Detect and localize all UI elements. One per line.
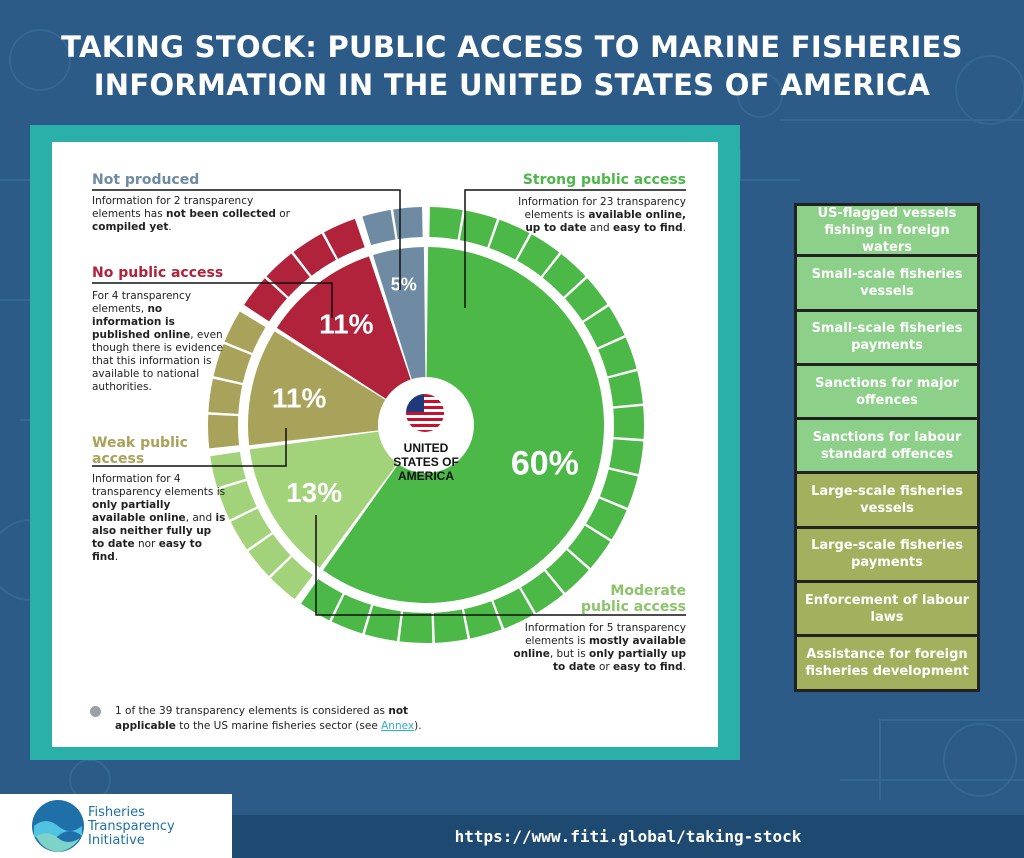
element-box: US-flagged vessels fishing in foreign wa… bbox=[794, 203, 980, 258]
ring-segment bbox=[224, 311, 266, 354]
ring-segment bbox=[567, 525, 611, 568]
footer-url[interactable]: https://www.fiti.global/taking-stock bbox=[454, 827, 802, 846]
ring-segment bbox=[323, 218, 365, 259]
center-label-3: AMERICA bbox=[398, 469, 454, 483]
leader-no-access bbox=[92, 282, 333, 318]
ring-segment bbox=[429, 207, 463, 240]
ring-segment bbox=[517, 234, 560, 277]
leader-moderate bbox=[315, 515, 686, 616]
page-title: TAKING STOCK: PUBLIC ACCESS TO MARINE FI… bbox=[61, 30, 963, 102]
ring-segment bbox=[464, 601, 502, 639]
ring-segment bbox=[542, 254, 586, 297]
not-produced-desc: Information for 2 transparency elements … bbox=[92, 195, 291, 233]
ring-segment bbox=[613, 406, 644, 439]
ring-segment bbox=[586, 498, 627, 540]
logo-text-2: Transparency bbox=[88, 819, 175, 834]
ring-segment bbox=[301, 579, 343, 621]
element-box: Enforcement of labour laws bbox=[794, 583, 980, 638]
slice-percent-label: 60% bbox=[511, 445, 579, 483]
ring-segment bbox=[213, 343, 252, 383]
leader-strong bbox=[464, 189, 686, 308]
ring-segment bbox=[393, 207, 423, 240]
fiti-logo-icon bbox=[32, 800, 84, 852]
us-flag-icon bbox=[406, 394, 444, 432]
strong-title: Strong public access bbox=[522, 172, 686, 188]
leader-not-produced bbox=[92, 189, 401, 290]
logo-text-3: Initiative bbox=[88, 833, 145, 848]
leader-lines bbox=[92, 189, 686, 616]
ring-segment bbox=[399, 611, 433, 643]
ring-segment bbox=[270, 556, 313, 600]
ring-segment bbox=[230, 508, 272, 550]
ring-segment bbox=[609, 439, 644, 475]
slice-percent-label: 11% bbox=[272, 383, 327, 414]
element-box: Large-scale fisheries payments bbox=[794, 528, 980, 584]
ring-segment bbox=[217, 480, 257, 520]
leader-weak bbox=[92, 428, 287, 467]
inner-pie bbox=[248, 247, 605, 603]
ring-segment bbox=[520, 571, 564, 614]
pie-slice bbox=[276, 256, 426, 425]
moderate-desc: Information for 5 transparency elements … bbox=[513, 622, 686, 673]
weak-title: Weak public access bbox=[92, 435, 188, 467]
ring-segment bbox=[583, 306, 625, 348]
element-box: Assistance for foreign fisheries develop… bbox=[794, 637, 980, 692]
ring-segment bbox=[244, 278, 287, 322]
ring-segment bbox=[293, 233, 337, 276]
ring-segment bbox=[433, 609, 468, 643]
slice-percent-label: 11% bbox=[319, 308, 374, 339]
ring-segment bbox=[599, 469, 638, 508]
ring-segment bbox=[598, 337, 637, 377]
ring-segment bbox=[331, 594, 372, 634]
fiti-logo: Fisheries Transparency Initiative bbox=[0, 794, 232, 858]
not-produced-title: Not produced bbox=[92, 172, 200, 188]
ring-segment bbox=[208, 414, 240, 449]
pie-slice bbox=[249, 425, 426, 568]
logo-text-1: Fisheries bbox=[88, 805, 145, 820]
element-list: US-flagged vessels fishing in foreign wa… bbox=[794, 203, 980, 692]
ring-segment bbox=[565, 278, 608, 321]
ring-segment bbox=[546, 549, 589, 593]
ring-segment bbox=[608, 371, 643, 407]
center-label-1: UNITED bbox=[404, 441, 449, 455]
percent-labels: 60% 13% 11% 11% 5% bbox=[272, 275, 579, 508]
element-box: Large-scale fisheries vessels bbox=[794, 474, 980, 529]
center-label-2: STATES OF bbox=[393, 455, 459, 469]
element-box: Small-scale fisheries payments bbox=[794, 311, 980, 366]
ring-segment bbox=[364, 605, 401, 642]
not-applicable-note: 1 of the 39 transparency elements is con… bbox=[115, 705, 422, 732]
ring-segment bbox=[266, 253, 310, 297]
annex-link[interactable]: Annex bbox=[381, 720, 415, 732]
element-box: Small-scale fisheries vessels bbox=[794, 257, 980, 312]
slice-percent-label: 5% bbox=[391, 275, 417, 295]
ring-segment bbox=[493, 588, 534, 629]
note-bullet-icon bbox=[90, 706, 101, 717]
element-box: Sanctions for labour standard offences bbox=[794, 420, 980, 475]
moderate-title: Moderate public access bbox=[581, 583, 686, 615]
weak-desc: Information for 4 transparency elements … bbox=[92, 473, 226, 563]
no-access-desc: For 4 transparency elements, no informat… bbox=[92, 290, 223, 393]
ring-segment bbox=[489, 219, 530, 260]
ring-segment bbox=[362, 209, 396, 246]
slice-percent-label: 13% bbox=[286, 477, 342, 508]
ring-segment bbox=[208, 378, 243, 414]
ring-segment bbox=[210, 451, 246, 488]
no-access-title: No public access bbox=[92, 265, 224, 281]
ring-segment bbox=[459, 210, 497, 248]
ring-segment bbox=[248, 534, 291, 577]
strong-desc: Information for 23 transparency elements… bbox=[518, 196, 686, 234]
element-box: Sanctions for major offences bbox=[794, 365, 980, 421]
